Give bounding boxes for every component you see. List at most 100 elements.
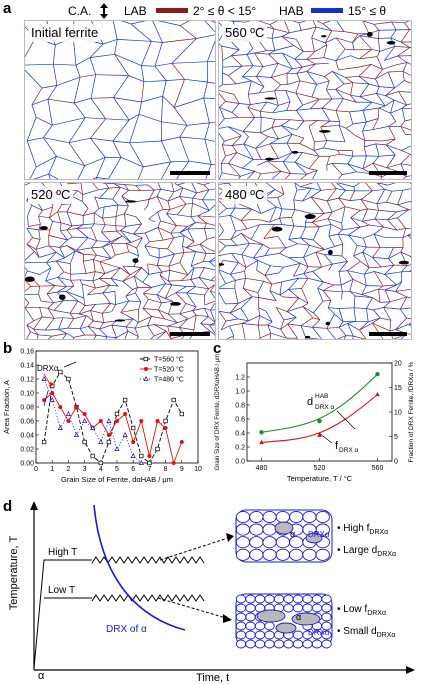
grain-boundary xyxy=(283,317,297,321)
grain-boundary xyxy=(406,317,411,320)
grain-boundary xyxy=(200,316,209,324)
grain-boundary xyxy=(312,21,317,28)
panel-d-letter: d xyxy=(3,498,13,515)
data-point xyxy=(114,411,120,417)
grain-boundary xyxy=(293,45,304,52)
grain-boundary xyxy=(80,326,89,330)
data-point xyxy=(171,397,176,403)
grain-boundary xyxy=(378,107,391,114)
grain-boundary xyxy=(322,290,332,301)
grain-boundary xyxy=(244,271,246,279)
grain-boundary xyxy=(125,223,142,227)
grain-boundary xyxy=(409,29,411,30)
drx-grain xyxy=(264,630,275,640)
grain-boundary xyxy=(202,199,210,211)
drx-grain xyxy=(302,594,313,604)
grain-boundary xyxy=(38,216,41,225)
grain-boundary xyxy=(379,46,395,52)
data-point xyxy=(139,453,144,459)
data-point xyxy=(106,439,112,445)
grain-boundary xyxy=(401,108,406,121)
drx-grain xyxy=(235,594,247,604)
grain-boundary xyxy=(243,288,253,297)
grain-boundary xyxy=(134,322,139,329)
grain-boundary xyxy=(288,289,300,299)
grain-boundary xyxy=(112,21,118,40)
grain-boundary xyxy=(263,63,279,68)
grain-boundary xyxy=(395,288,411,292)
grain-boundary xyxy=(221,46,224,61)
grain-boundary xyxy=(45,280,55,286)
grain-boundary xyxy=(56,260,71,265)
grain-boundary xyxy=(353,335,366,339)
drx-grain xyxy=(315,523,330,536)
grain-boundary xyxy=(220,320,227,331)
grain-boundary xyxy=(271,72,288,78)
grain-boundary xyxy=(120,311,134,320)
grain-boundary xyxy=(293,199,296,210)
grain-boundary xyxy=(280,319,285,330)
grain-boundary xyxy=(66,183,81,185)
grain-boundary xyxy=(303,266,309,274)
grain-boundary xyxy=(92,278,100,282)
grain-boundary xyxy=(335,88,351,96)
grain-boundary xyxy=(204,300,215,306)
grain-boundary xyxy=(111,320,117,326)
data-point xyxy=(65,411,71,416)
grain-boundary xyxy=(89,57,97,75)
grain-boundary xyxy=(409,255,411,258)
grain-boundary xyxy=(144,227,159,234)
grain-boundary xyxy=(384,271,402,275)
grain-boundary xyxy=(408,322,411,325)
data-point xyxy=(82,439,87,445)
grain-boundary xyxy=(384,46,396,61)
y-tick-label: 0.00 xyxy=(20,461,34,468)
grain-boundary xyxy=(171,61,208,64)
grain-boundary xyxy=(253,244,264,259)
grain-boundary xyxy=(395,291,407,298)
grain-boundary xyxy=(337,335,347,339)
pearlite-particle xyxy=(291,150,299,154)
grain-boundary xyxy=(299,80,317,85)
grain-boundary xyxy=(364,271,375,275)
grain-boundary xyxy=(241,218,257,221)
grain-boundary xyxy=(339,153,353,157)
grain-boundary xyxy=(271,125,282,128)
grain-boundary xyxy=(263,224,275,239)
grain-boundary xyxy=(303,257,309,267)
grain-boundary xyxy=(161,136,180,142)
grain-boundary xyxy=(219,287,235,290)
grain-boundary xyxy=(208,316,215,323)
scale-bar xyxy=(369,332,407,336)
grain-boundary xyxy=(114,337,117,339)
grain-boundary xyxy=(271,119,276,128)
panel-b-letter: b xyxy=(3,340,13,357)
grain-boundary xyxy=(157,209,164,213)
grain-boundary xyxy=(281,36,297,40)
grain-boundary xyxy=(195,286,209,290)
grain-boundary xyxy=(56,252,65,259)
grain-boundary xyxy=(144,245,151,256)
grain-boundary xyxy=(47,302,54,309)
grain-boundary xyxy=(352,35,360,43)
drx-grain xyxy=(264,594,275,604)
grain-boundary xyxy=(388,178,390,179)
grain-boundary xyxy=(315,252,323,268)
grain-boundary xyxy=(303,251,316,258)
grain-boundary xyxy=(204,288,209,295)
grain-boundary xyxy=(219,252,232,256)
grain-boundary xyxy=(197,215,215,218)
scale-bar xyxy=(170,171,210,175)
grain-boundary xyxy=(402,188,411,191)
grain-boundary xyxy=(179,252,185,263)
grain-boundary xyxy=(371,64,383,70)
grain-boundary xyxy=(259,101,268,112)
x-tick-label: 10 xyxy=(194,466,202,473)
grain-boundary xyxy=(366,308,369,322)
grain-boundary xyxy=(46,260,57,264)
grain-boundary xyxy=(43,137,70,144)
grain-boundary xyxy=(256,269,266,276)
grain-boundary xyxy=(70,280,75,287)
grain-boundary xyxy=(47,99,53,126)
grain-boundary xyxy=(403,180,412,181)
